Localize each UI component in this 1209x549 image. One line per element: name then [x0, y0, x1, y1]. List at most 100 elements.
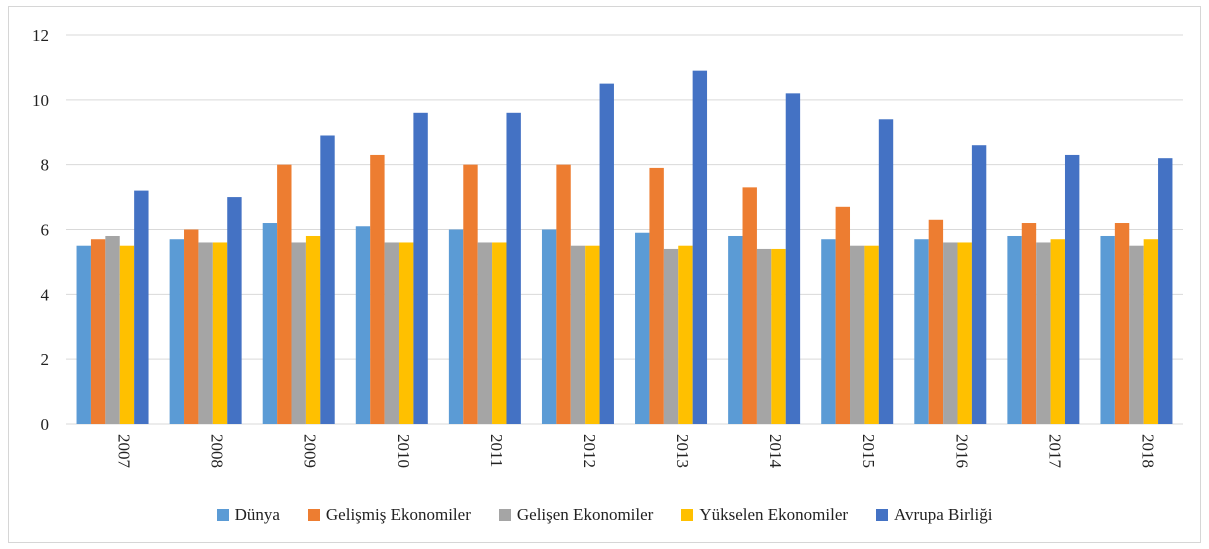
bar-2018-series-2 [1129, 245, 1144, 424]
bar-2014-series-0 [728, 235, 743, 424]
bar-2017-series-1 [1021, 223, 1037, 424]
y-tick-label: 2 [41, 350, 50, 369]
bar-2010-series-2 [384, 242, 399, 424]
bar-2018-series-1 [1114, 223, 1130, 424]
bar-2011-series-1 [463, 164, 478, 424]
y-tick-label: 6 [41, 221, 50, 240]
bar-2008-series-4 [227, 197, 242, 424]
bar-2015-series-3 [864, 245, 879, 424]
legend-swatch [876, 509, 889, 521]
bar-2009-series-4 [320, 135, 335, 424]
bar-2015-series-0 [821, 239, 836, 424]
legend-item: Yükselen Ekonomiler [681, 505, 848, 525]
legend-label: Avrupa Birliği [894, 505, 993, 524]
bar-2008-series-2 [198, 242, 213, 424]
bar-2008-series-1 [184, 229, 199, 424]
x-tick-label: 2017 [1045, 434, 1064, 469]
bar-2011-series-3 [492, 242, 507, 424]
bar-2010-series-1 [370, 154, 385, 425]
y-axis-ticks: 0 2 4 6 8 10 12 [32, 26, 50, 434]
legend: Dünya Gelişmiş Ekonomiler Gelişen Ekonomil… [0, 505, 1209, 525]
bar-2011-series-0 [448, 229, 464, 424]
y-tick-label: 10 [32, 91, 49, 110]
bar-2007-series-0 [76, 245, 91, 424]
y-tick-label: 0 [41, 415, 50, 434]
bar-2012-series-1 [556, 164, 571, 424]
bar-2013-series-2 [663, 248, 679, 424]
bar-2009-series-2 [291, 242, 306, 424]
bar-2012-series-2 [570, 245, 586, 424]
y-tick-label: 12 [32, 26, 49, 45]
bar-2007-series-4 [134, 190, 149, 424]
x-tick-label: 2009 [301, 434, 320, 468]
bar-2011-series-4 [506, 112, 521, 425]
bar-2014-series-3 [771, 248, 786, 424]
x-tick-label: 2011 [487, 434, 506, 467]
legend-swatch [216, 509, 229, 521]
bar-2007-series-1 [90, 239, 106, 424]
bar-2018-series-3 [1143, 239, 1159, 424]
bar-2016-series-4 [971, 145, 987, 424]
x-tick-label: 2015 [859, 434, 878, 468]
bar-2010-series-0 [355, 226, 371, 424]
bar-2017-series-3 [1050, 239, 1065, 424]
bar-2015-series-2 [850, 245, 865, 424]
gridlines [66, 34, 1183, 425]
bar-2015-series-1 [835, 206, 851, 424]
bar-2008-series-3 [212, 242, 228, 424]
legend-swatch [681, 509, 694, 521]
x-tick-label: 2012 [580, 434, 599, 468]
legend-swatch [307, 509, 320, 521]
x-axis-ticks: 2007 2008 2009 2010 2011 2012 2013 2014 2015 2016… [115, 434, 1158, 469]
bar-2015-series-4 [878, 119, 894, 425]
x-tick-label: 2018 [1138, 434, 1157, 468]
legend-swatch [498, 509, 511, 521]
bar-2016-series-0 [914, 239, 929, 424]
legend-item: Dünya [216, 505, 280, 525]
bar-2014-series-4 [785, 93, 801, 424]
bar-2014-series-2 [756, 248, 772, 424]
legend-item: Avrupa Birliği [876, 505, 992, 525]
x-tick-label: 2007 [115, 434, 134, 469]
legend-item: Gelişmiş Ekonomiler [307, 505, 471, 525]
bar-2011-series-2 [477, 242, 493, 424]
bar-2017-series-2 [1036, 242, 1051, 424]
legend-label: Gelişen Ekonomiler [516, 505, 654, 524]
bar-2009-series-3 [305, 235, 321, 424]
bar-2007-series-2 [105, 235, 120, 424]
bar-2018-series-4 [1158, 158, 1173, 424]
x-tick-label: 2014 [766, 434, 785, 469]
legend-label: Dünya [234, 505, 280, 524]
bar-2013-series-4 [692, 70, 708, 425]
legend-label: Gelişmiş Ekonomiler [325, 505, 471, 524]
bar-2012-series-0 [541, 229, 557, 424]
bar-2010-series-3 [398, 242, 414, 424]
bar-2009-series-0 [262, 223, 278, 424]
bar-2013-series-0 [635, 232, 650, 424]
bar-2016-series-2 [943, 242, 958, 424]
bar-2013-series-1 [649, 167, 664, 425]
bar-2018-series-0 [1100, 235, 1115, 424]
bars [76, 70, 1173, 425]
bar-2009-series-1 [277, 164, 292, 424]
x-tick-label: 2008 [208, 434, 227, 468]
x-tick-label: 2016 [952, 434, 971, 468]
bar-2012-series-3 [585, 245, 600, 424]
bar-2017-series-0 [1007, 235, 1022, 424]
x-tick-label: 2010 [394, 434, 413, 468]
bar-2010-series-4 [413, 112, 428, 425]
legend-item: Gelişen Ekonomiler [498, 505, 654, 525]
legend-label: Yükselen Ekonomiler [699, 505, 849, 524]
bar-2016-series-1 [928, 219, 944, 424]
bar-2014-series-1 [742, 187, 757, 424]
bar-2013-series-3 [678, 245, 693, 424]
y-tick-label: 8 [41, 156, 50, 175]
bar-2007-series-3 [119, 245, 135, 424]
bar-2016-series-3 [957, 242, 972, 424]
bar-2017-series-4 [1064, 154, 1080, 425]
bar-2008-series-0 [169, 239, 185, 424]
y-tick-label: 4 [41, 285, 50, 304]
bar-2012-series-4 [599, 83, 614, 424]
x-tick-label: 2013 [673, 434, 692, 468]
